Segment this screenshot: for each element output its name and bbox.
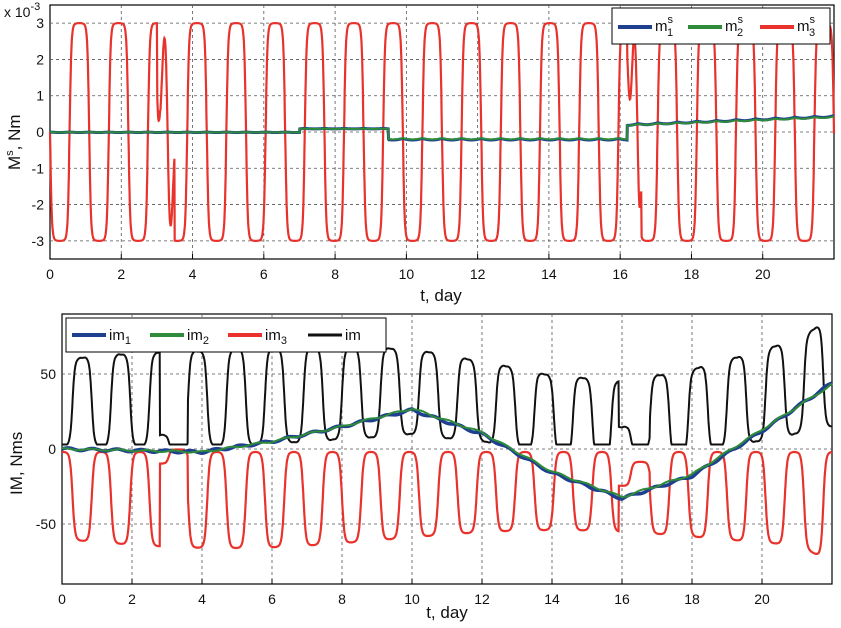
top-y-tick-label: 1 [36,88,44,104]
top-x-ticks: 0 2 4 6 8 10 12 14 16 18 20 [46,254,771,282]
bottom-x-tick-label: 2 [128,591,136,607]
top-x-tick-label: 4 [189,266,197,282]
bottom-x-tick-label: 6 [268,591,276,607]
top-x-tick-label: 12 [470,266,486,282]
top-y-tick-label: -2 [32,197,45,213]
bottom-y-ticks: -50 0 50 [36,366,56,532]
legend-label-m1: ms 1 [655,14,674,39]
top-x-tick-label: 16 [612,266,628,282]
series-line-im2 [62,382,833,499]
bottom-x-tick-label: 18 [684,591,700,607]
series-line-im [62,326,833,446]
top-y-axis-label: Ms, Nm [4,114,24,170]
top-x-tick-label: 8 [331,266,339,282]
legend-label-im3: im3 [265,327,287,347]
legend-label-im: im [345,327,361,344]
top-grid [50,5,834,259]
top-y-tick-label: -3 [32,233,45,249]
bottom-x-tick-label: 16 [614,591,630,607]
series-line-im3 [62,448,833,555]
top-y-tick-label: 3 [36,15,44,31]
series-line-m2 [50,115,835,141]
bottom-x-tick-label: 8 [338,591,346,607]
legend-label-im2: im2 [187,327,209,347]
bottom-x-tick-label: 14 [544,591,560,607]
top-x-tick-label: 6 [260,266,268,282]
bottom-x-tick-label: 20 [754,591,770,607]
bottom-x-ticks: 0 2 4 6 8 10 12 14 16 18 20 [58,579,770,607]
bottom-x-tick-label: 0 [58,591,66,607]
legend-label-m2: ms 2 [725,14,744,39]
bottom-x-tick-label: 10 [404,591,420,607]
top-x-tick-label: 0 [46,266,54,282]
top-x-tick-label: 18 [684,266,700,282]
top-x-tick-label: 20 [755,266,771,282]
bottom-y-tick-label: 0 [48,441,56,457]
top-exponent-label: x 10-3 [4,1,40,20]
legend-label-im1: im1 [109,327,131,347]
top-y-tick-label: 2 [36,51,44,67]
bottom-y-axis-label: IM, Nms [7,432,26,495]
bottom-x-tick-label: 4 [198,591,206,607]
top-y-tick-label: 0 [36,124,44,140]
bottom-x-axis-label: t, day [426,603,468,622]
bottom-y-tick-label: -50 [36,516,56,532]
top-y-ticks: -3 -2 -1 0 1 2 3 [32,15,45,249]
bottom-series-lines [61,326,833,555]
top-legend: ms 1 ms 2 ms 3 [611,7,831,45]
top-x-axis-label: t, day [420,286,462,305]
bottom-x-tick-label: 12 [474,591,490,607]
bottom-legend: im1 im2 im3 im [65,317,387,353]
top-x-tick-label: 14 [541,266,557,282]
top-y-tick-label: -1 [32,160,45,176]
legend-label-m3: ms 3 [797,14,816,39]
bottom-y-tick-label: 50 [40,366,56,382]
top-x-tick-label: 10 [399,266,415,282]
top-x-tick-label: 2 [117,266,125,282]
